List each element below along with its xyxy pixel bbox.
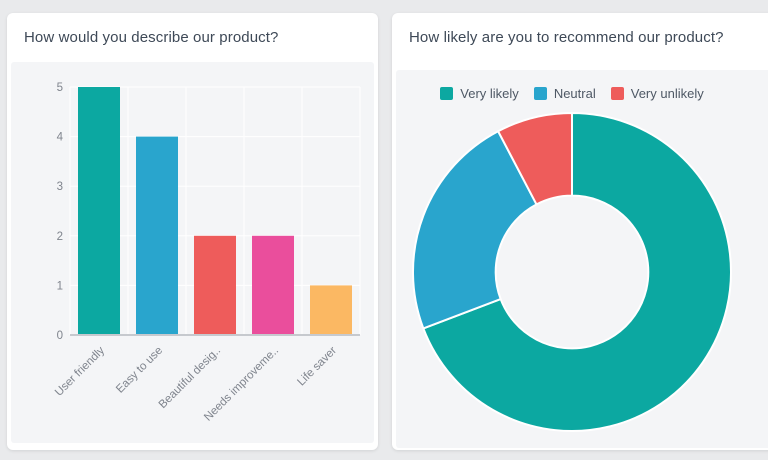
donut-segment-neutral[interactable] xyxy=(412,130,538,330)
y-tick-label: 4 xyxy=(57,132,64,144)
bar-chart-title: How would you describe our product? xyxy=(24,29,279,46)
donut-segment-very-unlikely[interactable] xyxy=(497,112,573,206)
x-tick-label: User friendly xyxy=(53,344,107,398)
legend-label-very-likely: Very likely xyxy=(460,86,519,101)
donut-chart-card: How likely are you to recommend our prod… xyxy=(392,13,768,450)
bar-chart-svg[interactable]: 0 1 2 3 4 5 User friendly Easy to useBeautiful … xyxy=(11,62,374,443)
bar-chart-card: How would you describe our product? 0 1 2 3… xyxy=(7,13,378,450)
bar-Life saver[interactable] xyxy=(310,285,352,335)
x-tick-label: Life saver xyxy=(295,345,339,389)
y-tick-label: 0 xyxy=(57,330,63,342)
legend-swatch-very-likely xyxy=(440,87,454,100)
bar-Beautiful desig..[interactable] xyxy=(194,235,236,335)
bar-chart-panel: 0 1 2 3 4 5 User friendly Easy to use Beautiful … xyxy=(11,62,374,443)
y-tick-label: 5 xyxy=(57,82,63,94)
legend-swatch-neutral xyxy=(533,87,547,100)
donut-chart-title: How likely are you to recommend our prod… xyxy=(409,29,724,46)
donut-chart-svg[interactable] xyxy=(396,70,768,448)
legend-item-very-unlikely[interactable]: Very unlikely xyxy=(610,86,704,101)
bar-User friendly[interactable] xyxy=(78,87,120,335)
y-tick-label: 1 xyxy=(57,280,63,292)
legend-label-very-unlikely: Very unlikely xyxy=(630,86,704,101)
donut-segment-very-likely[interactable] xyxy=(422,112,732,432)
x-tick-label: Beautiful desig.. xyxy=(157,345,223,411)
bar-Easy to use[interactable] xyxy=(136,136,178,335)
bar-Needs improveme..[interactable] xyxy=(252,235,294,335)
donut-chart-panel: Very likely Neutral Very unlikely xyxy=(396,70,768,448)
y-tick-label: 2 xyxy=(57,231,63,243)
x-tick-label: Easy to use xyxy=(114,345,165,396)
y-tick-label: 3 xyxy=(57,181,63,193)
legend-swatch-very-unlikely xyxy=(610,87,624,100)
legend-label-neutral: Neutral xyxy=(553,86,596,101)
donut-legend: Very likely Neutral Very unlikely xyxy=(396,86,748,101)
legend-item-very-likely[interactable]: Very likely xyxy=(440,86,519,101)
legend-item-neutral[interactable]: Neutral xyxy=(533,86,596,101)
